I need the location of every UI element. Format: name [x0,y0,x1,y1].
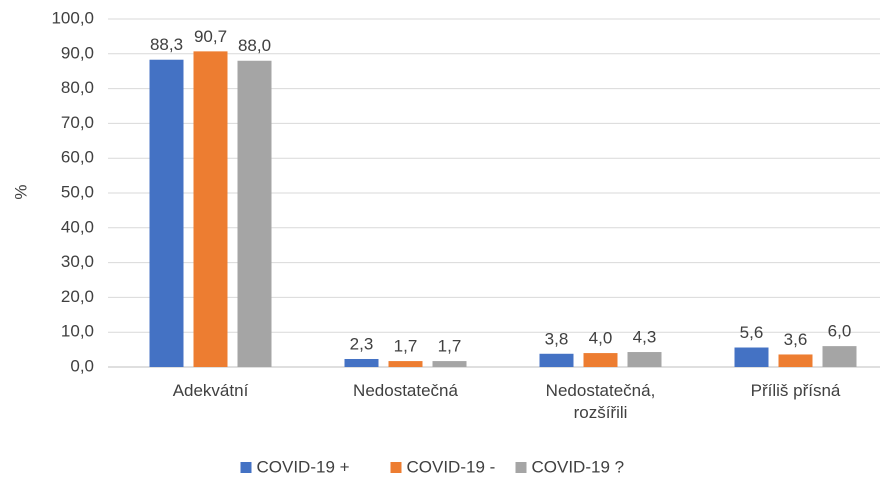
bar [344,358,379,367]
data-label: 4,0 [589,329,613,348]
legend-swatch [515,462,527,473]
data-label: 4,3 [633,328,657,347]
bar [778,354,813,367]
data-label: 90,7 [194,27,227,46]
legend-label: COVID-19 ? [532,457,625,476]
bar [583,353,618,367]
y-tick-label: 20,0 [61,287,94,306]
bar [193,51,228,367]
y-tick-label: 100,0 [51,8,94,27]
data-label: 2,3 [350,334,374,353]
legend-swatch [390,462,402,473]
x-tick-label: Adekvátní [172,381,249,400]
bar [432,361,467,367]
y-tick-label: 50,0 [61,182,94,201]
data-label: 1,7 [394,337,418,356]
x-tick-label: Nedostatečná, rozšířili [545,381,656,422]
y-tick-label: 40,0 [61,217,94,236]
y-tick-label: 70,0 [61,113,94,132]
data-label: 5,6 [740,323,764,342]
bar [627,352,662,367]
y-tick-label: 0,0 [70,356,94,375]
legend-label: COVID-19 + [257,457,350,476]
y-axis-label: % [11,184,30,199]
bar [237,60,272,367]
data-label: 6,0 [828,322,852,341]
bar [388,361,423,367]
y-tick-label: 90,0 [61,43,94,62]
x-tick-label: Nedostatečná [353,381,458,400]
legend-swatch [240,462,252,473]
data-label: 3,8 [545,329,569,348]
data-label: 1,7 [438,337,462,356]
bar [149,59,184,367]
y-tick-label: 10,0 [61,322,94,341]
data-label: 88,3 [150,35,183,54]
x-tick-label: Příliš přísná [750,381,841,400]
y-tick-label: 30,0 [61,252,94,271]
y-tick-label: 80,0 [61,78,94,97]
legend-label: COVID-19 - [407,457,496,476]
data-label: 3,6 [784,330,808,349]
y-tick-label: 60,0 [61,148,94,167]
bar [734,347,769,367]
bar [822,346,857,367]
data-label: 88,0 [238,36,271,55]
bar [539,353,574,367]
